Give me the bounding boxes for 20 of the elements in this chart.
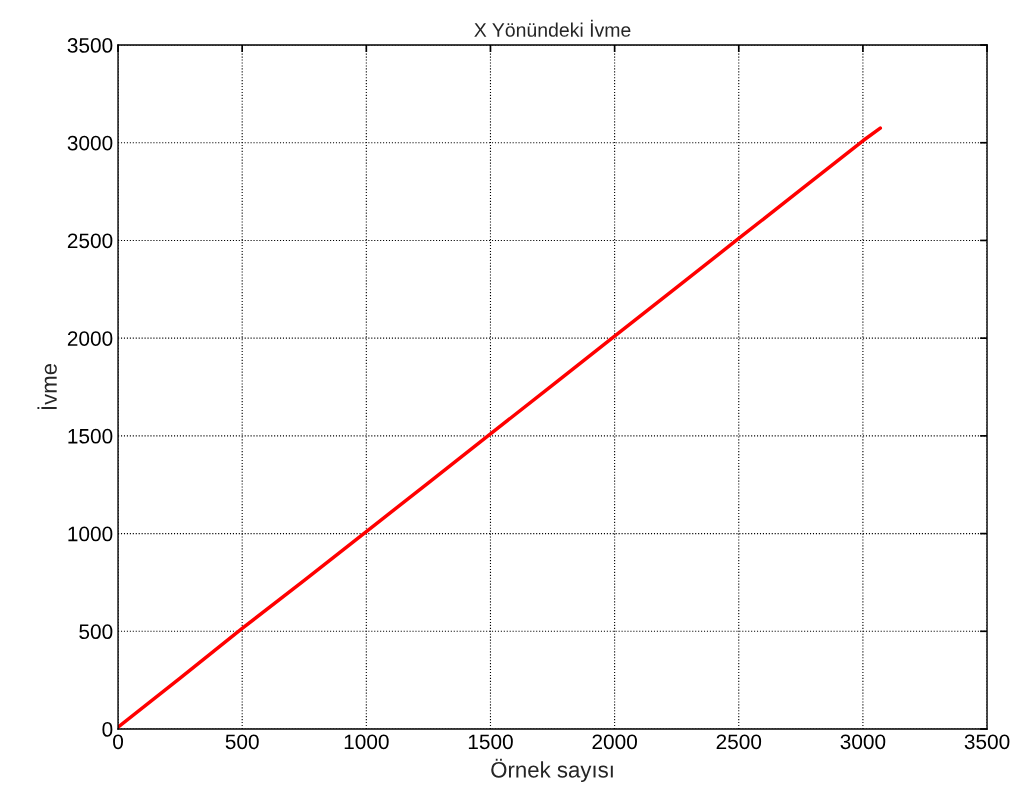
y-tick-label: 1000 xyxy=(68,526,113,542)
y-tick-label: 2500 xyxy=(67,233,113,249)
x-tick-label: 3500 xyxy=(964,734,1010,750)
x-tick-label: 1500 xyxy=(468,734,513,750)
x-tick-label: 2500 xyxy=(716,734,762,750)
x-tick-label: 3000 xyxy=(840,734,886,750)
y-tick-label: 500 xyxy=(79,624,113,640)
x-tick-label: 2000 xyxy=(592,734,637,750)
y-axis-title: İvme xyxy=(37,363,57,410)
x-tick-label: 0 xyxy=(113,734,124,750)
y-tick-label: 3000 xyxy=(67,135,113,151)
x-tick-label: 1000 xyxy=(344,734,389,750)
y-tick-label: 2000 xyxy=(67,331,113,346)
line-series xyxy=(118,126,883,729)
y-tick-label: 1500 xyxy=(68,428,113,444)
x-tick-label: 500 xyxy=(225,734,259,750)
y-tick-label: 0 xyxy=(102,722,113,737)
y-tick-label: 3500 xyxy=(67,38,113,53)
chart-title: X Yönündeki İvme xyxy=(474,19,631,37)
x-axis-title: Örnek sayısı xyxy=(491,758,613,783)
